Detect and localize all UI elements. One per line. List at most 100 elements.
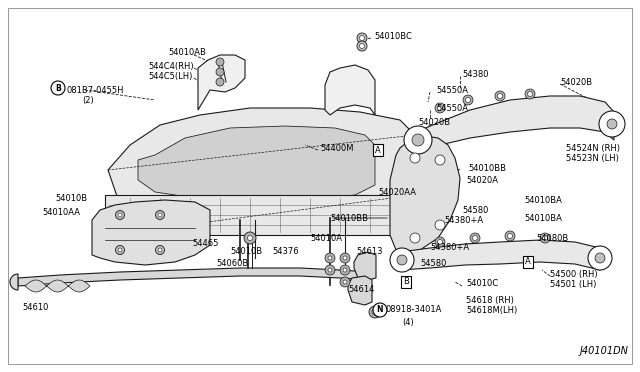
Polygon shape [348,276,372,305]
Circle shape [372,309,378,315]
Polygon shape [105,195,415,235]
Circle shape [435,237,445,247]
Circle shape [360,35,365,41]
Text: 54010AA: 54010AA [42,208,80,217]
Text: 54010BC: 54010BC [374,32,412,41]
Circle shape [435,155,445,165]
Text: 54020AA: 54020AA [378,187,416,196]
Polygon shape [10,274,18,290]
Circle shape [438,240,442,244]
Circle shape [325,253,335,263]
Text: 54010BB: 54010BB [330,214,368,222]
Text: 08918-3401A: 08918-3401A [386,305,442,314]
Text: J40101DN: J40101DN [579,346,628,356]
Text: 54010BA: 54010BA [524,196,562,205]
Text: N: N [377,305,383,314]
Text: 54060B: 54060B [216,260,248,269]
Text: 54080B: 54080B [536,234,568,243]
Circle shape [340,277,350,287]
Circle shape [508,234,513,238]
Circle shape [357,41,367,51]
Circle shape [438,106,442,110]
Text: 54613: 54613 [356,247,383,257]
Circle shape [410,153,420,163]
Text: 54010C: 54010C [466,279,498,289]
Circle shape [325,265,335,275]
Circle shape [505,231,515,241]
Circle shape [156,246,164,254]
Circle shape [404,126,432,154]
Polygon shape [198,55,245,110]
Text: 54010BB: 54010BB [468,164,506,173]
Circle shape [51,81,65,95]
Circle shape [328,268,332,272]
Text: A: A [375,145,381,154]
Circle shape [412,134,424,146]
Circle shape [158,248,162,252]
Circle shape [158,213,162,217]
Text: 54010B: 54010B [230,247,262,257]
Text: 544C4(RH): 544C4(RH) [148,61,194,71]
Circle shape [410,233,420,243]
Text: 54610: 54610 [22,304,49,312]
Circle shape [340,253,350,263]
Circle shape [248,235,253,241]
Circle shape [435,220,445,230]
Circle shape [343,280,347,284]
Polygon shape [18,268,370,286]
Text: 54523N (LH): 54523N (LH) [566,154,619,163]
Text: (4): (4) [402,317,413,327]
Circle shape [595,253,605,263]
Circle shape [216,58,224,66]
Text: 54465: 54465 [192,240,218,248]
Circle shape [156,211,164,219]
Circle shape [463,95,473,105]
Text: 54010A: 54010A [310,234,342,243]
Text: 54501 (LH): 54501 (LH) [550,279,596,289]
Circle shape [340,265,350,275]
Circle shape [216,68,224,76]
Circle shape [216,78,224,86]
Text: 54580: 54580 [462,205,488,215]
Text: 54010BA: 54010BA [524,214,562,222]
Text: 54020A: 54020A [466,176,498,185]
Text: 54618M(LH): 54618M(LH) [466,305,517,314]
Text: 54380+A: 54380+A [444,215,483,224]
Text: A: A [525,257,531,266]
Circle shape [244,232,256,244]
Circle shape [525,89,535,99]
Text: 54376: 54376 [272,247,299,257]
Circle shape [470,233,480,243]
Circle shape [360,44,365,48]
Text: 544C5(LH): 544C5(LH) [148,71,193,80]
Circle shape [373,303,387,317]
Circle shape [495,91,505,101]
Polygon shape [400,240,600,270]
Circle shape [390,248,414,272]
Circle shape [588,246,612,270]
Polygon shape [92,200,210,265]
Circle shape [599,111,625,137]
Circle shape [497,93,502,99]
Circle shape [343,268,347,272]
Text: 54614: 54614 [348,285,374,295]
Circle shape [118,248,122,252]
Text: 54380+A: 54380+A [430,244,469,253]
Circle shape [343,256,347,260]
Circle shape [397,255,407,265]
Circle shape [465,97,470,103]
Polygon shape [354,252,376,280]
Text: 54380: 54380 [462,70,488,78]
Text: (2): (2) [82,96,93,105]
Circle shape [115,246,125,254]
Text: 54524N (RH): 54524N (RH) [566,144,620,153]
Circle shape [607,119,617,129]
Text: 081B7-0455H: 081B7-0455H [66,86,124,94]
Polygon shape [108,108,415,220]
Polygon shape [325,65,375,115]
Circle shape [328,256,332,260]
Text: 54618 (RH): 54618 (RH) [466,295,514,305]
Text: B: B [403,278,409,286]
Text: 54580: 54580 [420,260,446,269]
Polygon shape [25,280,90,292]
